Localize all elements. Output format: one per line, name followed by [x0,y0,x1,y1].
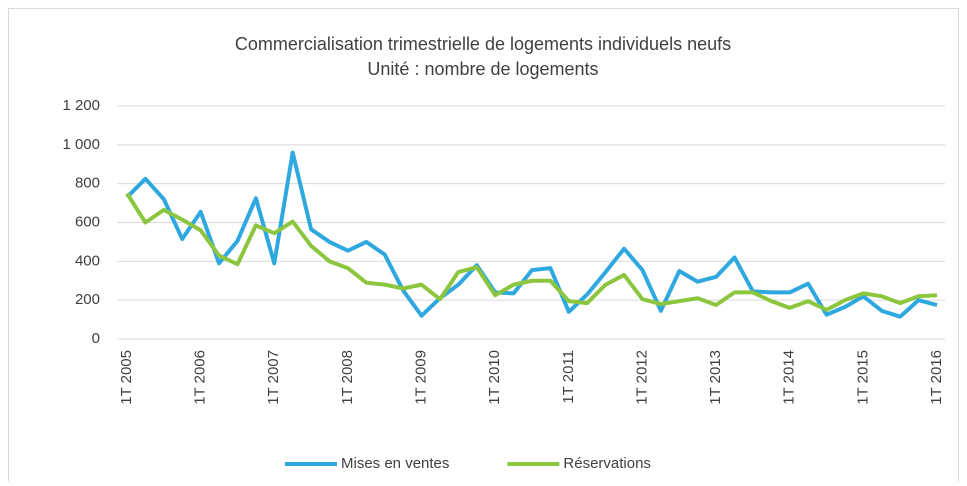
series-line [125,150,938,319]
x-tick-label: 1T 2013 [707,350,724,405]
x-tick-label: 1T 2015 [854,350,871,405]
legend-label: Mises en ventes [341,455,449,472]
series-line [125,192,938,312]
x-tick-label: 1T 2010 [486,350,503,405]
y-tick-label: 400 [75,252,100,269]
x-tick-label: 1T 2006 [192,350,209,405]
chart-title: Commercialisation trimestrielle de logem… [235,34,731,54]
y-tick-label: 1 200 [62,97,100,114]
x-tick-label: 1T 2007 [265,350,282,405]
x-tick-label: 1T 2005 [118,350,135,405]
x-tick-label: 1T 2011 [560,350,577,404]
y-tick-label: 600 [75,213,100,230]
y-tick-label: 200 [75,291,100,308]
x-tick-label: 1T 2016 [928,350,945,405]
legend-label: Réservations [563,455,651,472]
y-tick-label: 800 [75,175,100,192]
chart-subtitle: Unité : nombre de logements [367,59,598,79]
y-tick-label: 1 000 [62,136,100,153]
x-tick-label: 1T 2012 [633,350,650,405]
x-tick-label: 1T 2009 [413,350,430,405]
x-tick-label: 1T 2008 [339,350,356,405]
chart-frame [8,8,959,486]
y-tick-label: 0 [92,330,100,347]
x-tick-label: 1T 2014 [781,350,798,405]
